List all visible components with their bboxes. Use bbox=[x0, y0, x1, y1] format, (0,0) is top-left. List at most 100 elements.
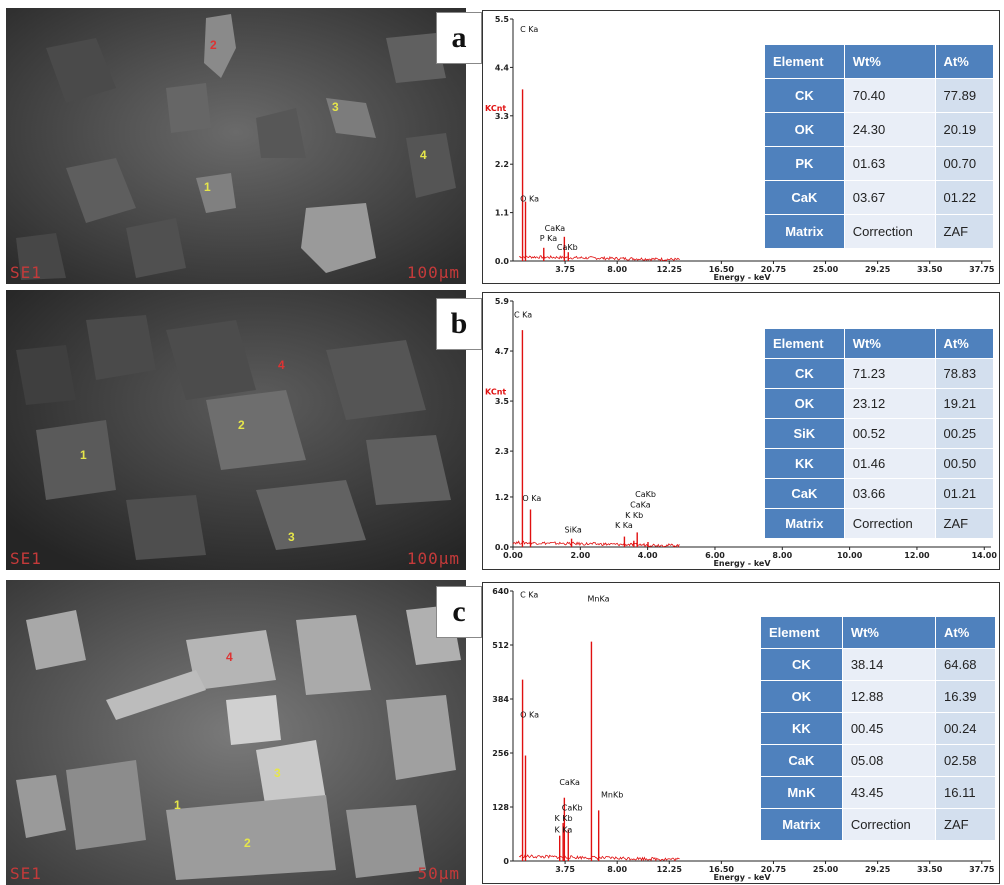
x-tick-label: 25.00 bbox=[813, 865, 839, 874]
wt-percent-cell: 01.46 bbox=[843, 448, 936, 479]
y-tick-label: 3.5 bbox=[495, 397, 510, 406]
peak-label: MnKa bbox=[588, 595, 610, 604]
y-tick-label: 128 bbox=[492, 803, 509, 812]
peak-label: P Ka bbox=[540, 234, 557, 243]
element-cell: CaK bbox=[760, 744, 843, 777]
x-tick-label: 12.00 bbox=[904, 551, 930, 560]
element-cell: Matrix bbox=[764, 214, 845, 249]
element-cell: OK bbox=[760, 680, 843, 713]
y-tick-label: 512 bbox=[492, 641, 509, 650]
y-tick-label: 256 bbox=[492, 749, 509, 758]
table-row: CaK 05.08 02.58 bbox=[760, 744, 996, 777]
x-tick-label: 33.50 bbox=[917, 265, 943, 274]
element-table-c: Element Wt% At% CK 38.14 64.68 OK 12.88 16.39 KK 0… bbox=[760, 616, 996, 841]
sem-marker: 1 bbox=[204, 180, 211, 194]
x-tick-label: 8.00 bbox=[607, 865, 627, 874]
table-row: KK 01.46 00.50 bbox=[764, 448, 995, 479]
sem-marker: 3 bbox=[274, 766, 281, 780]
x-tick-label: 37.75 bbox=[969, 865, 995, 874]
sem-texture-c bbox=[6, 580, 466, 885]
peak-label: C Ka bbox=[514, 311, 532, 320]
spectrum-baseline bbox=[519, 255, 680, 262]
peak-label: CaKa bbox=[630, 500, 651, 509]
table-header-row: Element Wt% At% bbox=[764, 328, 995, 359]
peak-label: CaKb bbox=[557, 243, 578, 252]
at-percent-cell: 16.11 bbox=[935, 776, 996, 809]
x-tick-label: 16.50 bbox=[709, 265, 735, 274]
table-row: OK 12.88 16.39 bbox=[760, 680, 996, 713]
wt-percent-cell: Correction bbox=[843, 508, 936, 539]
panel-label-c: c bbox=[436, 586, 482, 638]
panel-label-b: b bbox=[436, 298, 482, 350]
element-cell: PK bbox=[764, 146, 845, 181]
y-tick-label: 2.2 bbox=[495, 160, 509, 169]
y-tick-label: 0.0 bbox=[495, 543, 510, 552]
wt-percent-cell: 71.23 bbox=[843, 358, 936, 389]
sem-marker: 3 bbox=[332, 100, 339, 114]
peak-label: O Ka bbox=[520, 711, 539, 720]
spectrum-svg-a: 0.0 1.1 2.2 3.3 4.4 5.5 KCnt 3.75 8.00 12.25 16.50… bbox=[485, 15, 995, 282]
table-header-cell: Wt% bbox=[843, 44, 936, 79]
table-header-cell: At% bbox=[934, 44, 995, 79]
table-header-cell: Element bbox=[760, 616, 843, 649]
peak-label: SiKa bbox=[564, 525, 581, 534]
at-percent-cell: 16.39 bbox=[935, 680, 996, 713]
table-row: CK 38.14 64.68 bbox=[760, 648, 996, 681]
peak-label: K Kb bbox=[554, 814, 572, 823]
at-percent-cell: 78.83 bbox=[934, 358, 995, 389]
element-table-b: Element Wt% At% CK 71.23 78.83 OK 23.12 19.21 SiK… bbox=[764, 328, 995, 539]
sem-marker: 4 bbox=[226, 650, 233, 664]
sem-detector-label: SE1 bbox=[10, 263, 42, 282]
sem-marker: 4 bbox=[278, 358, 285, 372]
x-tick-label: 8.00 bbox=[607, 265, 627, 274]
sem-scale-label: 100μm bbox=[406, 263, 460, 282]
element-cell: CK bbox=[760, 648, 843, 681]
y-axis-label: KCnt bbox=[485, 387, 506, 396]
table-header-cell: Element bbox=[764, 328, 845, 359]
table-header-cell: Element bbox=[764, 44, 845, 79]
element-cell: SiK bbox=[764, 418, 845, 449]
table-row: SiK 00.52 00.25 bbox=[764, 418, 995, 449]
x-tick-label: 20.75 bbox=[761, 865, 787, 874]
at-percent-cell: 01.22 bbox=[934, 180, 995, 215]
at-percent-cell: 20.19 bbox=[934, 112, 995, 147]
peak-label: K Ka bbox=[554, 825, 572, 834]
at-percent-cell: 64.68 bbox=[935, 648, 996, 681]
wt-percent-cell: 03.67 bbox=[843, 180, 936, 215]
x-tick-label: 14.00 bbox=[972, 551, 998, 560]
panel-a: 2 3 4 1 SE1 100μm a 0.0 1.1 2.2 3.3 4.4 5.5 KC… bbox=[0, 0, 1004, 288]
x-tick-label: 20.75 bbox=[761, 265, 787, 274]
sem-marker: 2 bbox=[244, 836, 251, 850]
at-percent-cell: ZAF bbox=[934, 214, 995, 249]
x-tick-label: 0.00 bbox=[503, 551, 523, 560]
x-tick-label: 12.25 bbox=[657, 865, 683, 874]
sem-detector-label: SE1 bbox=[10, 549, 42, 568]
at-percent-cell: ZAF bbox=[935, 808, 996, 841]
x-axis-label: Energy - keV bbox=[713, 873, 771, 882]
peak-label: CaKa bbox=[559, 778, 580, 787]
element-cell: OK bbox=[764, 388, 845, 419]
y-tick-label: 5.9 bbox=[495, 297, 510, 306]
x-tick-label: 37.75 bbox=[969, 265, 995, 274]
y-tick-label: 1.2 bbox=[495, 493, 509, 502]
at-percent-cell: 00.25 bbox=[934, 418, 995, 449]
wt-percent-cell: Correction bbox=[843, 214, 936, 249]
x-tick-label: 4.00 bbox=[638, 551, 658, 560]
x-tick-label: 3.75 bbox=[555, 865, 575, 874]
wt-percent-cell: 38.14 bbox=[841, 648, 937, 681]
element-cell: CaK bbox=[764, 180, 845, 215]
at-percent-cell: 19.21 bbox=[934, 388, 995, 419]
table-row: Matrix Correction ZAF bbox=[760, 808, 996, 841]
sem-marker: 1 bbox=[174, 798, 181, 812]
x-tick-label: 3.75 bbox=[555, 265, 575, 274]
peak-label: O Ka bbox=[522, 494, 541, 503]
peak-label: CaKb bbox=[635, 490, 656, 499]
table-row: KK 00.45 00.24 bbox=[760, 712, 996, 745]
element-table-a: Element Wt% At% CK 70.40 77.89 OK 24.30 20.19 PK 0… bbox=[764, 44, 995, 249]
x-tick-label: 10.00 bbox=[837, 551, 863, 560]
element-cell: CK bbox=[764, 78, 845, 113]
wt-percent-cell: 05.08 bbox=[841, 744, 937, 777]
table-header-row: Element Wt% At% bbox=[760, 616, 996, 649]
wt-percent-cell: Correction bbox=[841, 808, 937, 841]
table-row: OK 24.30 20.19 bbox=[764, 112, 995, 147]
